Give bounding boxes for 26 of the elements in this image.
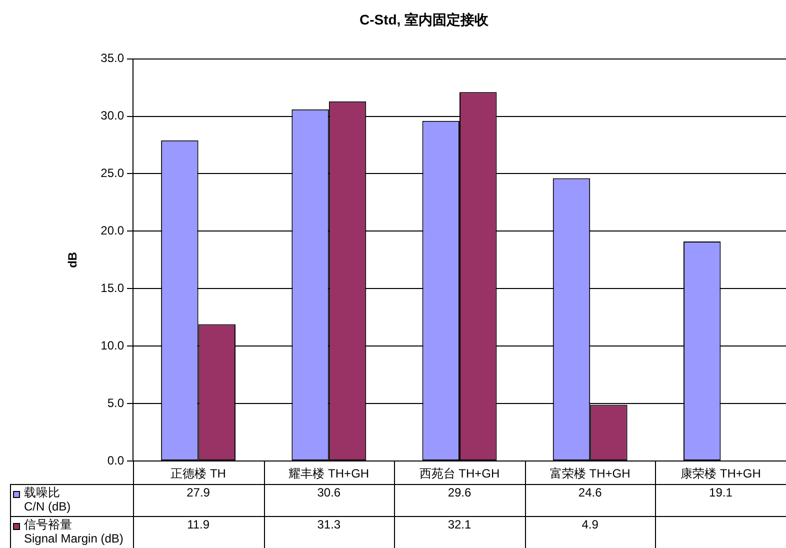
x-tick-label: 富荣楼 TH+GH (550, 466, 630, 481)
data-label: 31.3 (317, 517, 341, 532)
y-tick-label: 15.0 (100, 280, 124, 295)
y-tick-label: 30.0 (100, 108, 124, 123)
data-label: 4.9 (582, 517, 599, 532)
y-tick-label: 35.0 (100, 51, 124, 66)
data-label: 19.1 (709, 485, 733, 500)
legend-label: 信号裕量 Signal Margin (dB) (24, 517, 124, 546)
data-label: 32.1 (448, 517, 472, 532)
y-axis-title: dB (66, 252, 80, 268)
data-label: 24.6 (578, 485, 602, 500)
x-tick-label: 耀丰楼 TH+GH (288, 466, 370, 481)
y-tick-label: 10.0 (100, 338, 124, 352)
chart-title: C-Std, 室内固定接收 (359, 11, 490, 28)
x-tick-label: 西苑台 TH+GH (419, 466, 500, 481)
legend-label: 载噪比 C/N (dB) (24, 485, 71, 514)
y-tick-label: 20.0 (100, 223, 124, 238)
x-tick-label: 康荣楼 TH+GH (680, 466, 761, 481)
data-label: 27.9 (186, 485, 210, 500)
y-tick-label: 25.0 (100, 166, 124, 180)
data-label: 29.6 (448, 485, 472, 500)
y-tick-label: 0.0 (107, 453, 124, 468)
x-tick-label: 正德楼 TH (170, 466, 226, 481)
data-label: 11.9 (187, 517, 210, 532)
y-tick-label: 5.0 (107, 396, 124, 410)
data-label: 30.6 (317, 485, 341, 500)
